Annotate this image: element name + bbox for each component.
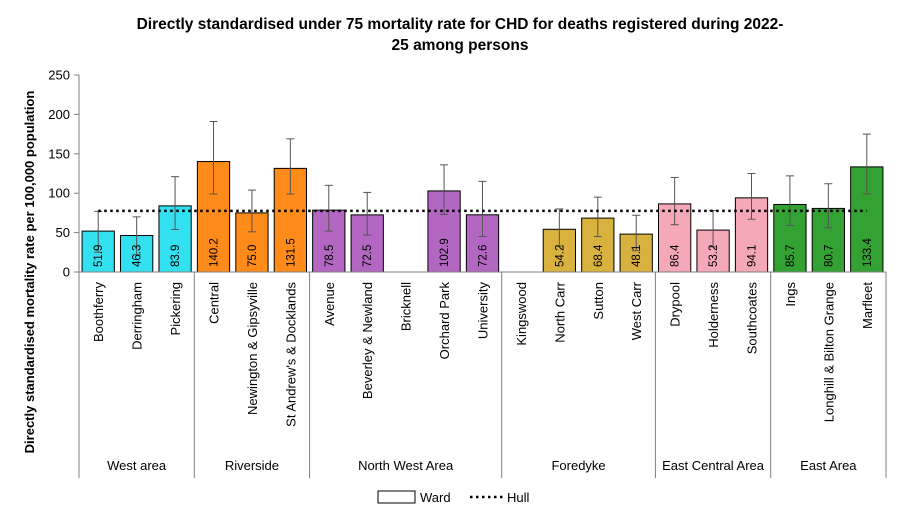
x-tick-label: Orchard Park	[437, 282, 452, 360]
x-tick-label: Newington & Gipsyville	[245, 282, 260, 415]
x-tick-label: St Andrew's & Docklands	[283, 282, 298, 427]
data-label: 51.9	[93, 245, 105, 267]
chart-title-line-2: 25 among persons	[391, 37, 529, 54]
x-tick-label: Bricknell	[399, 282, 414, 331]
group-label: East Area	[800, 458, 857, 473]
group-label: East Central Area	[662, 458, 765, 473]
x-tick-label: Avenue	[322, 282, 337, 326]
data-label: 46.3	[132, 245, 144, 267]
x-tick-label: Central	[207, 282, 222, 324]
data-label: 75.0	[247, 245, 259, 267]
data-label: 78.5	[324, 245, 336, 267]
data-label: 131.5	[285, 238, 297, 267]
y-axis-title: Directly standardised mortality rate per…	[22, 91, 37, 454]
data-label: 54.2	[554, 245, 566, 267]
group-label: Riverside	[225, 458, 279, 473]
data-label: 72.5	[362, 245, 374, 267]
group-label: North West Area	[358, 458, 454, 473]
data-label: 94.1	[747, 245, 759, 267]
x-tick-label: Boothferry	[91, 282, 106, 342]
y-tick-label: 200	[48, 107, 70, 122]
data-label: 80.7	[823, 245, 835, 267]
x-tick-label: University	[476, 282, 491, 340]
x-tick-label: Drypool	[668, 282, 683, 327]
x-tick-label: Southcoates	[745, 282, 760, 355]
x-tick-label: Kingswood	[514, 282, 529, 346]
data-label: 86.4	[670, 244, 682, 267]
y-tick-label: 250	[48, 68, 70, 83]
x-tick-label: Beverley & Newland	[360, 282, 375, 399]
x-tick-label: Longhill & Bilton Grange	[821, 282, 836, 422]
data-label: 133.4	[862, 238, 874, 267]
x-tick-label: Ings	[783, 282, 798, 307]
legend-label-ward: Ward	[420, 490, 451, 505]
x-tick-label: Sutton	[591, 282, 606, 320]
x-tick-label: West Carr	[629, 281, 644, 340]
y-tick-label: 150	[48, 146, 70, 161]
legend-label-hull: Hull	[507, 490, 530, 505]
chart-title-line-1: Directly standardised under 75 mortality…	[136, 16, 784, 33]
x-tick-label: Holderness	[706, 282, 721, 348]
data-label: 83.9	[170, 245, 182, 267]
y-tick-label: 50	[56, 225, 70, 240]
data-label: 68.4	[593, 244, 605, 267]
x-tick-label: Derringham	[130, 282, 145, 350]
y-tick-label: 0	[63, 265, 70, 280]
data-label: 140.2	[209, 238, 221, 267]
group-label: Foredyke	[551, 458, 605, 473]
y-tick-label: 100	[48, 186, 70, 201]
group-label: West area	[107, 458, 167, 473]
x-tick-label: Pickering	[168, 282, 183, 335]
x-tick-label: North Carr	[552, 281, 567, 342]
data-label: 53.2	[708, 245, 720, 267]
data-label: 85.7	[785, 245, 797, 267]
chart-title: Directly standardised under 75 mortality…	[40, 14, 880, 56]
legend-swatch-ward	[377, 490, 416, 504]
data-label: 48.1	[631, 245, 643, 267]
x-tick-label: Marfleet	[860, 282, 875, 329]
data-label: 102.9	[439, 238, 451, 267]
data-label: 72.6	[478, 245, 490, 267]
